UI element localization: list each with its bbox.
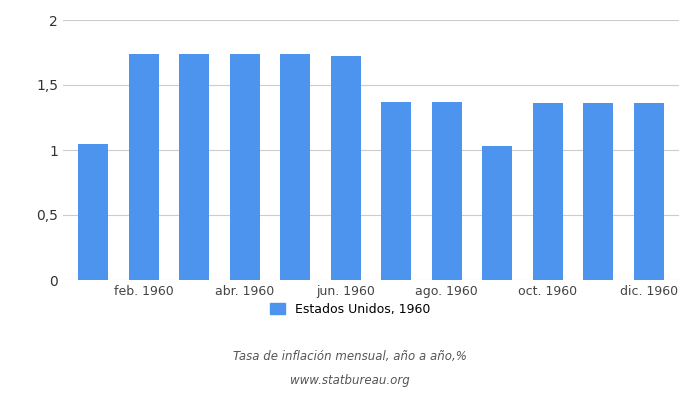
Bar	[432, 102, 462, 280]
Text: Tasa de inflación mensual, año a año,%: Tasa de inflación mensual, año a año,%	[233, 350, 467, 363]
Bar	[330, 56, 361, 280]
Bar	[129, 54, 159, 280]
Bar	[533, 103, 563, 280]
Bar	[482, 146, 512, 280]
Bar	[179, 54, 209, 280]
Bar	[634, 103, 664, 280]
Text: www.statbureau.org: www.statbureau.org	[290, 374, 410, 387]
Bar	[381, 102, 412, 280]
Bar	[280, 54, 310, 280]
Legend: Estados Unidos, 1960: Estados Unidos, 1960	[270, 303, 430, 316]
Bar	[583, 103, 613, 280]
Bar	[230, 54, 260, 280]
Bar	[78, 144, 108, 280]
